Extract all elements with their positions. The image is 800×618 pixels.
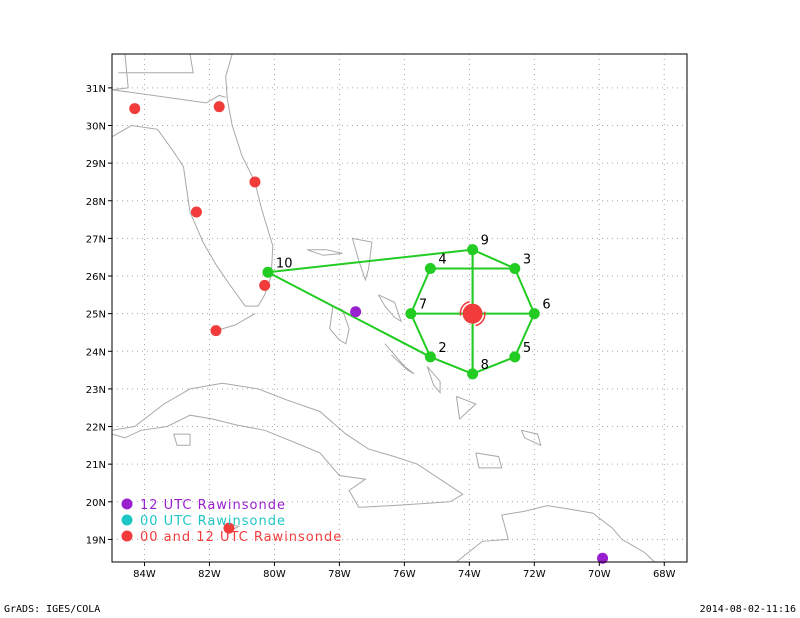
- rawinsonde-both-marker: [259, 279, 271, 291]
- dropsonde-marker: [509, 262, 521, 274]
- rawinsonde-both-marker: [249, 176, 261, 188]
- tick-label-lon: 68W: [653, 569, 676, 580]
- rawinsonde-both-marker: [213, 101, 225, 113]
- hispaniola: [456, 505, 655, 563]
- cuba: [111, 382, 464, 508]
- turks-caicos: [520, 429, 542, 447]
- florida-peninsula: [111, 53, 274, 307]
- flight-track-line: [267, 248, 536, 376]
- dropsonde-label: 9: [481, 234, 489, 249]
- rawinsonde-both-marker: [223, 522, 235, 534]
- footer-credit: GrADS: IGES/COLA: [4, 604, 101, 615]
- tick-label-lat: 20N: [86, 498, 106, 509]
- dropsonde-marker: [262, 266, 274, 278]
- storm-center-marker: [462, 303, 483, 324]
- legend-marker: [121, 498, 133, 510]
- inagua: [475, 452, 503, 469]
- dropsonde-label: 7: [419, 298, 427, 313]
- rawinsonde-both-marker: [129, 103, 141, 115]
- tick-label-lat: 23N: [86, 385, 106, 396]
- tick-label-lat: 21N: [86, 460, 106, 471]
- dropsonde-label: 6: [542, 298, 550, 313]
- legend-label: 00 and 12 UTC Rawinsonde: [140, 530, 342, 545]
- lat-lon-grid: [112, 54, 687, 562]
- tick-label-lon: 76W: [393, 569, 416, 580]
- axis-tick-labels: 84W 82W 80W 78W 76W 74W 72W 70W 68W 19N 20N 21N 22N 2…: [86, 84, 676, 580]
- legend-marker: [121, 530, 133, 542]
- keys: [215, 313, 256, 332]
- tick-label-lon: 70W: [588, 569, 611, 580]
- rawinsonde-both-marker: [190, 206, 202, 218]
- dropsonde-marker: [467, 244, 479, 256]
- dropsonde-marker: [405, 308, 417, 320]
- rawinsonde-12utc-marker: [597, 552, 609, 564]
- dropsonde-label: 5: [523, 341, 531, 356]
- rawinsonde-both-marker: [210, 325, 222, 337]
- tick-label-lat: 28N: [86, 197, 106, 208]
- sonde-markers: 2 3 4 5 6 7 8 9 10: [129, 101, 609, 564]
- abaco: [351, 237, 373, 282]
- andros: [329, 305, 350, 345]
- tick-label-lat: 25N: [86, 310, 106, 321]
- tick-label-lat: 24N: [86, 347, 106, 358]
- footer-timestamp: 2014-08-02-11:16: [699, 604, 796, 615]
- dropsonde-label: 10: [276, 256, 293, 271]
- legend-marker: [121, 514, 133, 526]
- hurricane-symbol-arc: [475, 311, 486, 327]
- dropsonde-marker: [528, 308, 540, 320]
- dropsonde-marker: [424, 351, 436, 363]
- tick-label-lat: 22N: [86, 423, 106, 434]
- isle-of-youth: [173, 433, 191, 446]
- tick-label-lat: 30N: [86, 121, 106, 132]
- tick-label-lon: 82W: [198, 569, 221, 580]
- tick-label-lon: 74W: [458, 569, 481, 580]
- tick-label-lon: 78W: [328, 569, 351, 580]
- tick-label-lat: 26N: [86, 272, 106, 283]
- tick-label-lat: 31N: [86, 84, 106, 95]
- dropsonde-label: 8: [481, 358, 489, 373]
- rawinsonde-12utc-marker: [350, 306, 362, 318]
- hurricane-symbol-arc: [459, 300, 470, 316]
- dropsonde-label: 3: [523, 252, 531, 267]
- florida-border: [111, 89, 226, 104]
- tick-label-lon: 84W: [133, 569, 156, 580]
- dropsonde-label: 4: [438, 252, 446, 267]
- dropsonde-marker: [424, 262, 436, 274]
- grand-bahama: [306, 249, 343, 256]
- legend-label: 00 UTC Rawinsonde: [140, 514, 286, 529]
- georgia-coast: [118, 53, 194, 74]
- tick-label-lon: 72W: [523, 569, 546, 580]
- eleuthera: [377, 294, 403, 323]
- legend-label: 12 UTC Rawinsonde: [140, 498, 286, 513]
- exuma: [384, 343, 415, 375]
- coastline: [111, 53, 655, 563]
- long-island: [426, 365, 441, 395]
- map-frame: [111, 53, 688, 563]
- flight-track: [267, 248, 536, 376]
- tick-label-lat: 19N: [86, 535, 106, 546]
- dropsonde-label: 2: [438, 341, 446, 356]
- dropsonde-marker: [509, 351, 521, 363]
- tick-label-lon: 80W: [263, 569, 286, 580]
- acklins: [455, 395, 477, 421]
- tick-label-lat: 27N: [86, 234, 106, 245]
- dropsonde-marker: [467, 368, 479, 380]
- florida-coast: [111, 53, 129, 91]
- tick-label-lat: 29N: [86, 159, 106, 170]
